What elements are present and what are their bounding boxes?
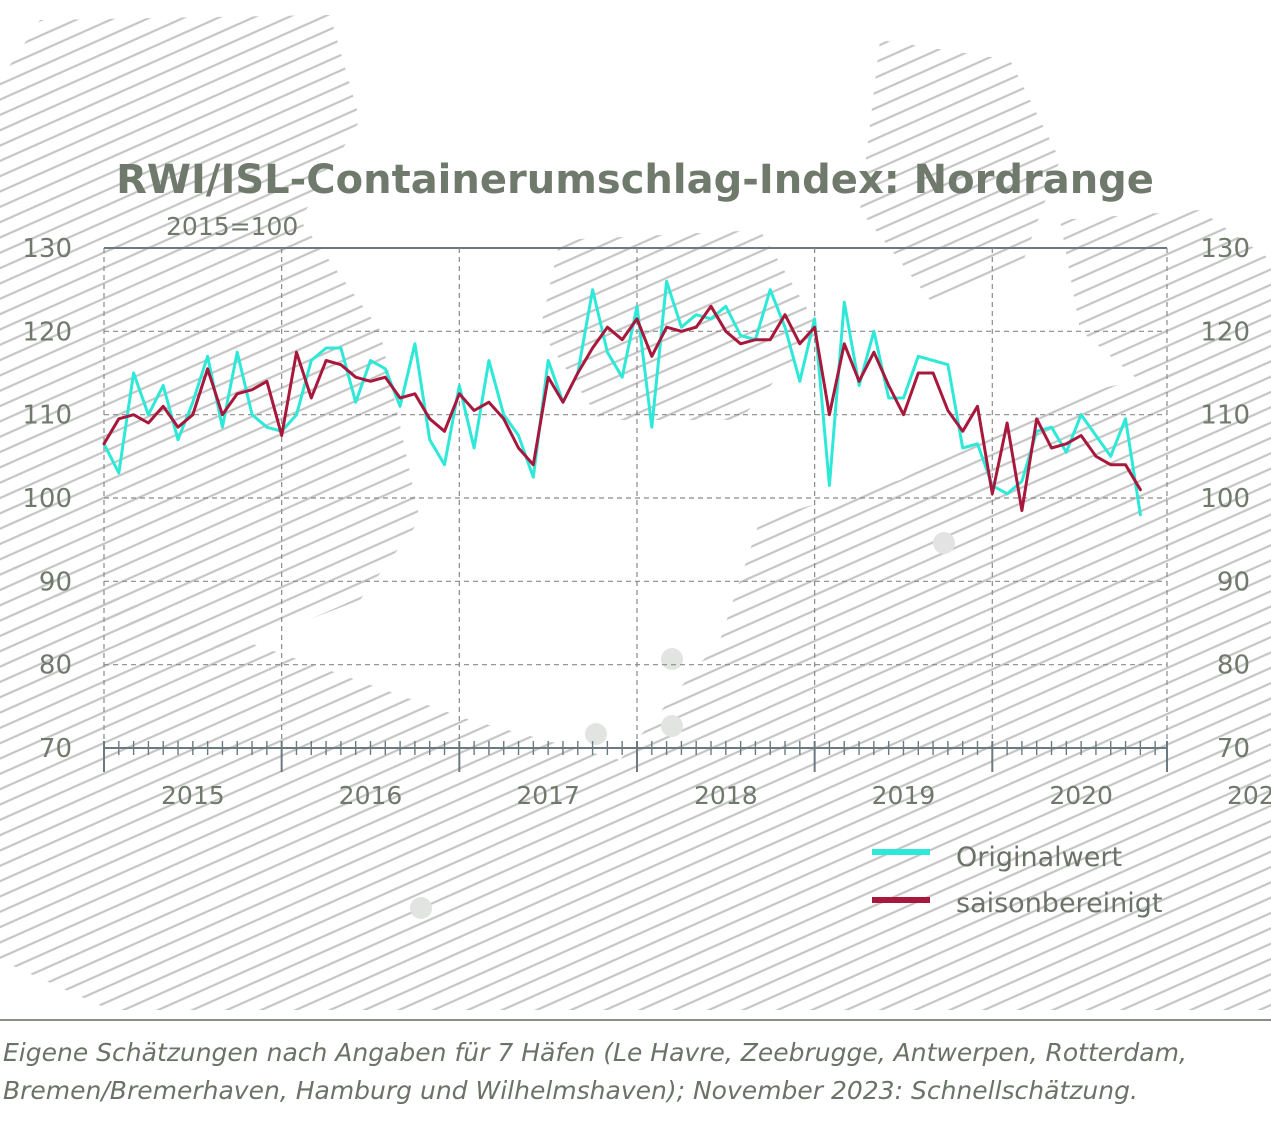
legend-label-seasonal: saisonbereinigt	[956, 888, 1163, 919]
y-tick-label-right: 70	[1217, 734, 1250, 764]
chart: RWI/ISL-Containerumschlag-Index: Nordran…	[0, 15, 1271, 1010]
y-tick-label-right: 120	[1200, 317, 1250, 347]
x-tick-labels: 201520162017201820192020202120222023	[161, 781, 1271, 810]
y-tick-label-right: 80	[1217, 651, 1250, 681]
y-tick-label-left: 90	[39, 567, 72, 597]
chart-svg: RWI/ISL-Containerumschlag-Index: Nordran…	[0, 15, 1271, 1010]
y-tick-label-left: 70	[39, 734, 72, 764]
footer-divider	[0, 1019, 1271, 1021]
x-tick-label: 2020	[1049, 781, 1113, 810]
x-tick-label: 2017	[516, 781, 580, 810]
y-tick-label-right: 90	[1217, 567, 1250, 597]
legend-label-original: Originalwert	[956, 842, 1122, 873]
x-tick-label: 2021	[1227, 781, 1271, 810]
y-tick-label-left: 100	[22, 484, 72, 514]
x-tick-label: 2019	[872, 781, 936, 810]
y-tick-label-left: 120	[22, 317, 72, 347]
series-line-original	[102, 279, 1142, 517]
y-tick-labels: 70 70 80 80 90 90 100 100 110 110 120 120 130 130	[22, 234, 1250, 764]
y-tick-label-left: 80	[39, 651, 72, 681]
y-tick-label-left: 110	[22, 401, 72, 431]
x-tick-label: 2015	[161, 781, 225, 810]
y-tick-label-right: 110	[1200, 401, 1250, 431]
y-tick-label-right: 130	[1200, 234, 1250, 264]
chart-title: RWI/ISL-Containerumschlag-Index: Nordran…	[116, 157, 1154, 203]
source-note: Eigene Schätzungen nach Angaben für 7 Hä…	[3, 1038, 1187, 1105]
chart-subtitle: 2015=100	[166, 212, 298, 241]
background-map-hatching	[0, 15, 1271, 1010]
x-axis	[103, 741, 1168, 772]
x-tick-label: 2016	[339, 781, 403, 810]
legend: Originalwert saisonbereinigt	[872, 842, 1163, 919]
series-line-seasonal	[102, 304, 1142, 512]
x-tick-label: 2018	[694, 781, 758, 810]
y-tick-label-right: 100	[1200, 484, 1250, 514]
series-lines	[102, 279, 1142, 517]
y-tick-label-left: 130	[22, 234, 72, 264]
